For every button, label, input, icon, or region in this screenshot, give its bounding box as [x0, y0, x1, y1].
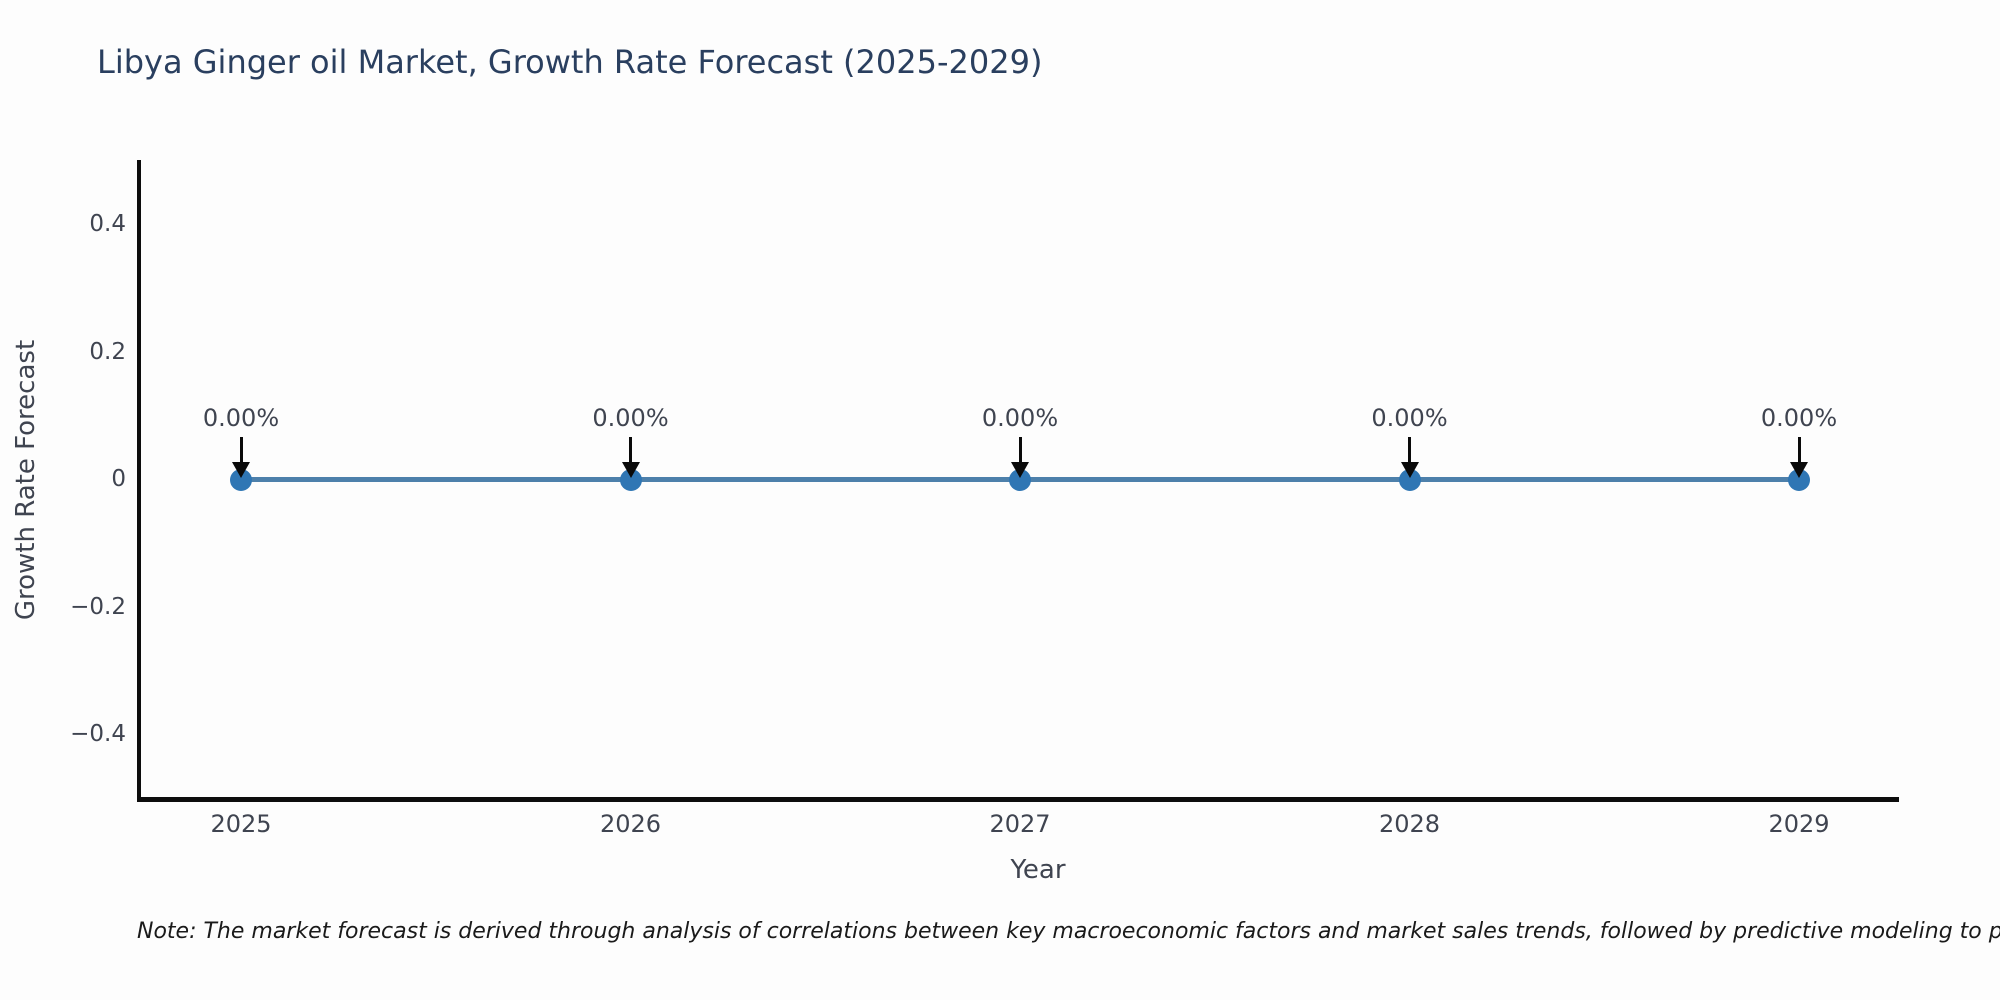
x-axis-line: [137, 797, 1899, 802]
point-annotation: 0.00%: [981, 404, 1059, 432]
annotation-arrow-shaft: [1797, 437, 1801, 463]
annotation-arrow-shaft: [1408, 437, 1411, 463]
point-annotation: 0.00%: [1371, 404, 1448, 432]
annotation-arrow-shaft: [1018, 437, 1022, 463]
y-tick-label: 0.4: [89, 211, 126, 237]
x-tick-label: 2029: [1768, 810, 1830, 838]
y-tick-label: −0.2: [70, 593, 126, 620]
point-annotation: 0.00%: [592, 404, 669, 432]
y-axis-line: [137, 160, 141, 801]
annotation-arrow-shaft: [629, 437, 632, 463]
chart-title: Libya Ginger oil Market, Growth Rate For…: [97, 43, 1043, 81]
annotation-arrow-head: [1400, 462, 1419, 478]
y-axis-title: Growth Rate Forecast: [11, 339, 41, 621]
footnote-text: Note: The market forecast is derived thr…: [137, 919, 2000, 944]
annotation-arrow-head: [1011, 462, 1029, 478]
point-annotation: 0.00%: [1760, 404, 1838, 432]
x-tick-label: 2027: [989, 810, 1051, 838]
annotation-arrow-head: [621, 462, 640, 478]
annotation-arrow-head: [232, 462, 250, 478]
annotation-arrow-head: [1790, 462, 1808, 478]
annotation-arrow-shaft: [239, 437, 243, 463]
x-tick-label: 2026: [599, 810, 662, 838]
x-tick-label: 2028: [1378, 810, 1441, 838]
x-tick-label: 2025: [210, 810, 272, 838]
point-annotation: 0.00%: [202, 404, 280, 432]
y-tick-label: 0.2: [89, 338, 126, 365]
y-tick-label: 0: [111, 466, 126, 492]
x-axis-title: Year: [1010, 855, 1066, 885]
y-tick-label: −0.4: [70, 721, 126, 747]
